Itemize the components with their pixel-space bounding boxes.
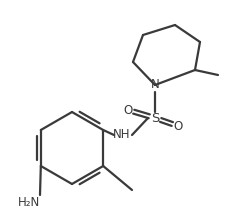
- Text: N: N: [151, 78, 159, 91]
- Text: S: S: [151, 112, 159, 124]
- Text: H₂N: H₂N: [18, 196, 40, 209]
- Text: O: O: [173, 120, 183, 132]
- Text: O: O: [123, 103, 133, 116]
- Text: NH: NH: [113, 128, 131, 142]
